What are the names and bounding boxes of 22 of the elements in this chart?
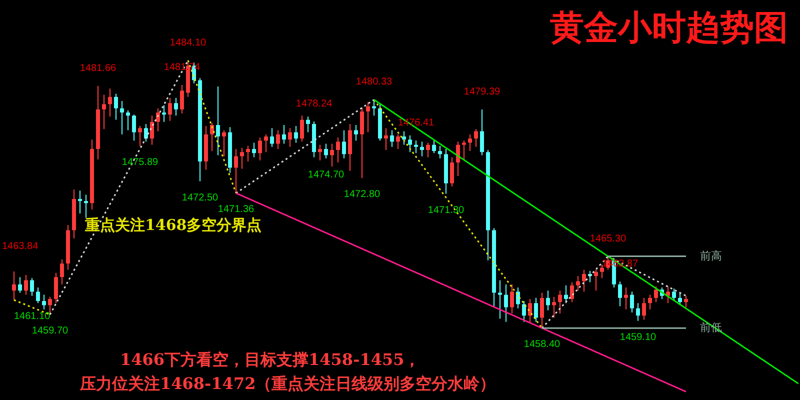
annotation: 1471.36	[218, 204, 255, 216]
annotation: 重点关注1468多空分界点	[84, 216, 262, 234]
annotation: 1461.10	[14, 311, 51, 322]
annotation: 1463.84	[2, 241, 39, 252]
annotation: 1480.33	[356, 76, 393, 88]
annotation: 1484.10	[170, 37, 207, 48]
annotation: 1471.30	[428, 204, 465, 216]
annotation: 1481.66	[80, 62, 117, 74]
annotation: 1474.70	[308, 169, 345, 180]
chart-title: 黄金小时趋势图	[550, 8, 788, 48]
annotation: 1472.80	[344, 189, 381, 200]
annotation: 1459.70	[32, 326, 69, 337]
annotation: 1459.10	[620, 332, 657, 343]
annotation: 1475.89	[122, 156, 159, 168]
ref-line-label: 前高	[700, 249, 722, 262]
annotation: 1458.40	[524, 339, 561, 350]
annotation: 1472.50	[182, 192, 219, 204]
annotation: 1465.30	[590, 233, 627, 244]
annotation: 1478.24	[296, 98, 333, 110]
annotation: 1479.39	[464, 86, 501, 98]
annotation: 1466下方看空，目标支撑1458-1455，	[120, 350, 420, 369]
annotation: 压力位关注1468-1472（重点关注日线级别多空分水岭）	[79, 374, 496, 393]
